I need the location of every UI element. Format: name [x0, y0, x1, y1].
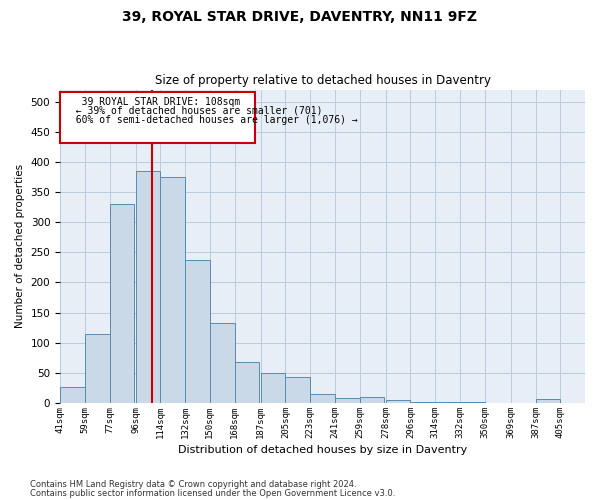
Text: 39 ROYAL STAR DRIVE: 108sqm: 39 ROYAL STAR DRIVE: 108sqm [64, 97, 241, 107]
Bar [60, 92, 255, 142]
Bar [60, 387, 85, 403]
Bar [310, 394, 335, 403]
Bar [235, 362, 259, 403]
Text: Contains public sector information licensed under the Open Government Licence v3: Contains public sector information licen… [30, 488, 395, 498]
Bar [536, 400, 560, 403]
Bar [386, 400, 410, 403]
X-axis label: Distribution of detached houses by size in Daventry: Distribution of detached houses by size … [178, 445, 467, 455]
Text: Contains HM Land Registry data © Crown copyright and database right 2024.: Contains HM Land Registry data © Crown c… [30, 480, 356, 489]
Text: 39, ROYAL STAR DRIVE, DAVENTRY, NN11 9FZ: 39, ROYAL STAR DRIVE, DAVENTRY, NN11 9FZ [122, 10, 478, 24]
Text: ← 39% of detached houses are smaller (701): ← 39% of detached houses are smaller (70… [64, 106, 323, 116]
Bar [286, 377, 310, 403]
Bar [185, 260, 210, 403]
Bar [410, 402, 435, 403]
Bar [359, 397, 385, 403]
Bar [85, 334, 110, 403]
Bar [260, 373, 286, 403]
Bar [335, 398, 359, 403]
Bar [110, 204, 134, 403]
Bar [136, 171, 160, 403]
Bar [160, 177, 185, 403]
Text: 60% of semi-detached houses are larger (1,076) →: 60% of semi-detached houses are larger (… [64, 116, 358, 126]
Bar [210, 324, 235, 403]
Bar [435, 402, 460, 403]
Bar [460, 402, 485, 403]
Title: Size of property relative to detached houses in Daventry: Size of property relative to detached ho… [155, 74, 491, 87]
Y-axis label: Number of detached properties: Number of detached properties [15, 164, 25, 328]
